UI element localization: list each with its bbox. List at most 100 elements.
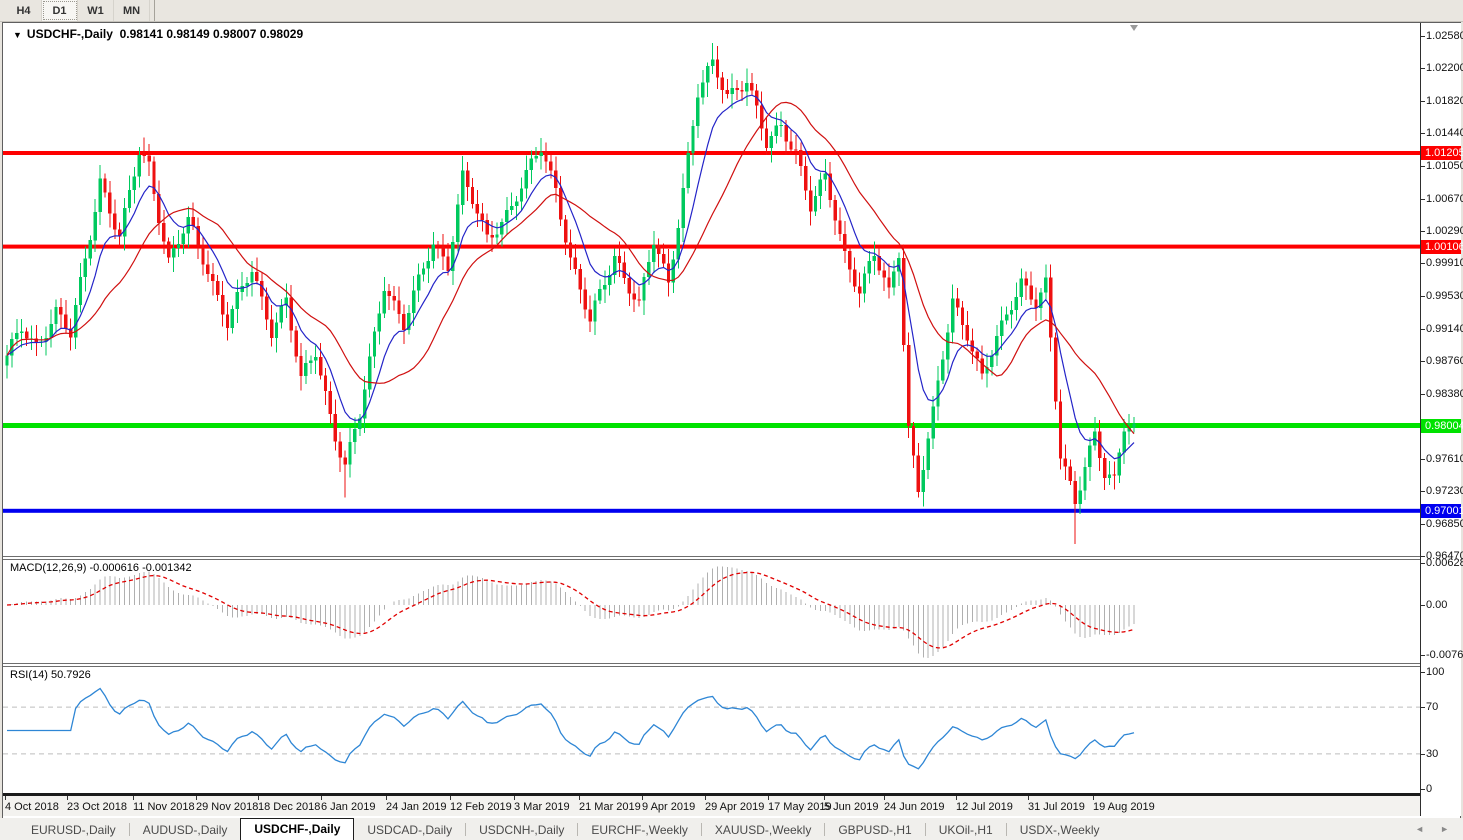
symbol-tab-audusd[interactable]: AUDUSD-,Daily <box>142 823 228 837</box>
rsi-tick-label: 0 <box>1420 783 1433 795</box>
date-tick <box>386 796 387 800</box>
timeframe-button-w1[interactable]: W1 <box>78 0 114 21</box>
time-axis[interactable]: 4 Oct 2018 23 Oct 2018 11 Nov 2018 29 Nov 2… <box>3 796 1460 816</box>
symbol-tab-gbpusd[interactable]: GBPUSD-,H1 <box>838 823 912 837</box>
tab-separator <box>824 823 826 836</box>
price-tick-label: 1.01440 <box>1421 127 1463 139</box>
price-axis[interactable]: 1.02580 1.02200 1.01820 1.01440 1.01050 1.006… <box>1420 23 1463 816</box>
symbol-tab-usdx[interactable]: USDX-,Weekly <box>1019 823 1100 837</box>
date-tick-label: 31 Jul 2019 <box>1028 801 1085 813</box>
date-tick-label: 21 Mar 2019 <box>579 801 641 813</box>
chart-symbol-label: USDCHF-,Daily <box>26 27 113 41</box>
rsi-pane[interactable] <box>3 667 1420 793</box>
symbol-tabbar: EURUSD-,Daily AUDUSD-,Daily USDCHF-,Daily U… <box>0 818 1463 840</box>
macd-signal-line <box>6 571 1135 649</box>
price-tick-label: 1.01820 <box>1421 95 1463 107</box>
symbol-tab-xauusd[interactable]: XAUUSD-,Weekly <box>714 823 812 837</box>
macd-canvas[interactable] <box>3 560 1420 663</box>
date-tick <box>956 796 957 800</box>
price-badge-0.97001: 0.97001 <box>1421 503 1463 518</box>
date-tick <box>884 796 885 800</box>
chart-ohlc-values: 0.98141 0.98149 0.98007 0.98029 <box>119 27 304 41</box>
rsi-tick-label: 30 <box>1420 747 1439 760</box>
date-tick-label: 12 Feb 2019 <box>450 801 512 813</box>
tab-separator <box>700 823 702 836</box>
date-tick-label: 6 Jan 2019 <box>321 801 376 813</box>
candles-layer <box>5 42 1136 545</box>
ma-line-sma20 <box>6 101 1135 435</box>
macd-label: MACD(12,26,9) -0.000616 -0.001342 <box>10 562 192 574</box>
tab-separator <box>577 823 579 836</box>
time-axis-separator <box>3 793 1460 796</box>
timeframe-button-d1[interactable]: D1 <box>42 0 78 21</box>
price-tick-label: 0.96470 <box>1421 550 1463 562</box>
date-tick <box>642 796 643 800</box>
date-tick-label: 5 Jun 2019 <box>824 801 879 813</box>
pane-separator[interactable] <box>3 556 1420 560</box>
horizontal-lines <box>3 151 1420 513</box>
macd-histogram <box>6 566 1135 658</box>
timeframe-button-mn[interactable]: MN <box>114 0 150 21</box>
date-tick-label: 29 Nov 2018 <box>196 801 259 813</box>
hline-1.00106 <box>3 244 1420 249</box>
hline-0.97001 <box>3 508 1420 513</box>
price-tick-label: 1.01050 <box>1421 160 1463 172</box>
tab-separator <box>1005 823 1007 836</box>
date-tick-label: 11 Nov 2018 <box>133 801 195 813</box>
pane-separator[interactable] <box>3 663 1420 667</box>
symbol-tab-usdcnh[interactable]: USDCNH-,Daily <box>479 823 565 837</box>
price-badge-1.00106: 1.00106 <box>1421 239 1463 254</box>
symbol-dropdown-icon[interactable]: ▼ <box>13 30 22 40</box>
date-tick-label: 17 May 2019 <box>768 801 832 813</box>
price-tick-label: 0.98380 <box>1421 388 1463 400</box>
macd-pane[interactable] <box>3 560 1420 663</box>
price-tick-label: 0.99140 <box>1421 323 1463 335</box>
tab-separator <box>465 823 467 836</box>
date-tick-label: 24 Jun 2019 <box>884 801 945 813</box>
date-tick <box>321 796 322 800</box>
price-tick-label: 0.99910 <box>1421 257 1463 269</box>
price-tick-label: 0.99530 <box>1421 290 1463 302</box>
date-tick <box>768 796 769 800</box>
price-tick-label: 1.00290 <box>1421 225 1463 237</box>
macd-tick-label: -0.00762 <box>1420 649 1463 661</box>
date-tick <box>1093 796 1094 800</box>
date-tick <box>824 796 825 800</box>
symbol-tab-eurchf[interactable]: EURCHF-,Weekly <box>591 823 688 837</box>
date-tick <box>67 796 68 800</box>
date-tick-label: 9 Apr 2019 <box>642 801 696 813</box>
date-tick-label: 23 Oct 2018 <box>67 801 127 813</box>
price-tick-label: 1.02200 <box>1421 62 1463 74</box>
price-tick-label: 0.97230 <box>1421 485 1463 497</box>
price-tick-label: 0.98760 <box>1421 355 1463 367</box>
price-tick-label: 0.97610 <box>1421 453 1463 465</box>
date-tick-label: 4 Oct 2018 <box>5 801 59 813</box>
price-tick-label: 0.96850 <box>1421 518 1463 530</box>
date-tick <box>1028 796 1029 800</box>
price-tick-label: 1.02580 <box>1421 30 1463 42</box>
price-badge-1.01205: 1.01205 <box>1421 146 1463 160</box>
tab-separator <box>128 823 130 836</box>
symbol-tab-ukoil[interactable]: UKOil-,H1 <box>938 823 993 837</box>
date-tick-label: 24 Jan 2019 <box>386 801 447 813</box>
symbol-tab-eurusd[interactable]: EURUSD-,Daily <box>31 823 116 837</box>
symbol-tab-usdchf[interactable]: USDCHF-,Daily <box>240 818 355 840</box>
date-tick <box>450 796 451 800</box>
hline-1.01205 <box>3 151 1420 155</box>
symbol-tab-usdcad[interactable]: USDCAD-,Daily <box>367 823 453 837</box>
macd-tick-label: 0.00 <box>1420 599 1448 611</box>
price-pane[interactable] <box>3 23 1420 556</box>
rsi-line <box>7 687 1135 770</box>
candlestick-canvas[interactable] <box>3 23 1420 556</box>
latest-bar-marker <box>1130 25 1138 31</box>
chart-title: ▼ USDCHF-,Daily 0.98141 0.98149 0.98007 0… <box>13 27 303 41</box>
date-tick-label: 29 Apr 2019 <box>705 801 765 813</box>
date-tick <box>133 796 134 800</box>
tabs-scroll-right-icon[interactable]: ► <box>1440 824 1449 834</box>
tabs-scroll-left-icon[interactable]: ◄ <box>1415 824 1425 834</box>
timeframe-button-h4[interactable]: H4 <box>6 0 42 21</box>
toolbar-separator <box>150 0 155 21</box>
price-tick-label: 1.00670 <box>1421 193 1463 205</box>
rsi-canvas[interactable] <box>3 667 1420 793</box>
